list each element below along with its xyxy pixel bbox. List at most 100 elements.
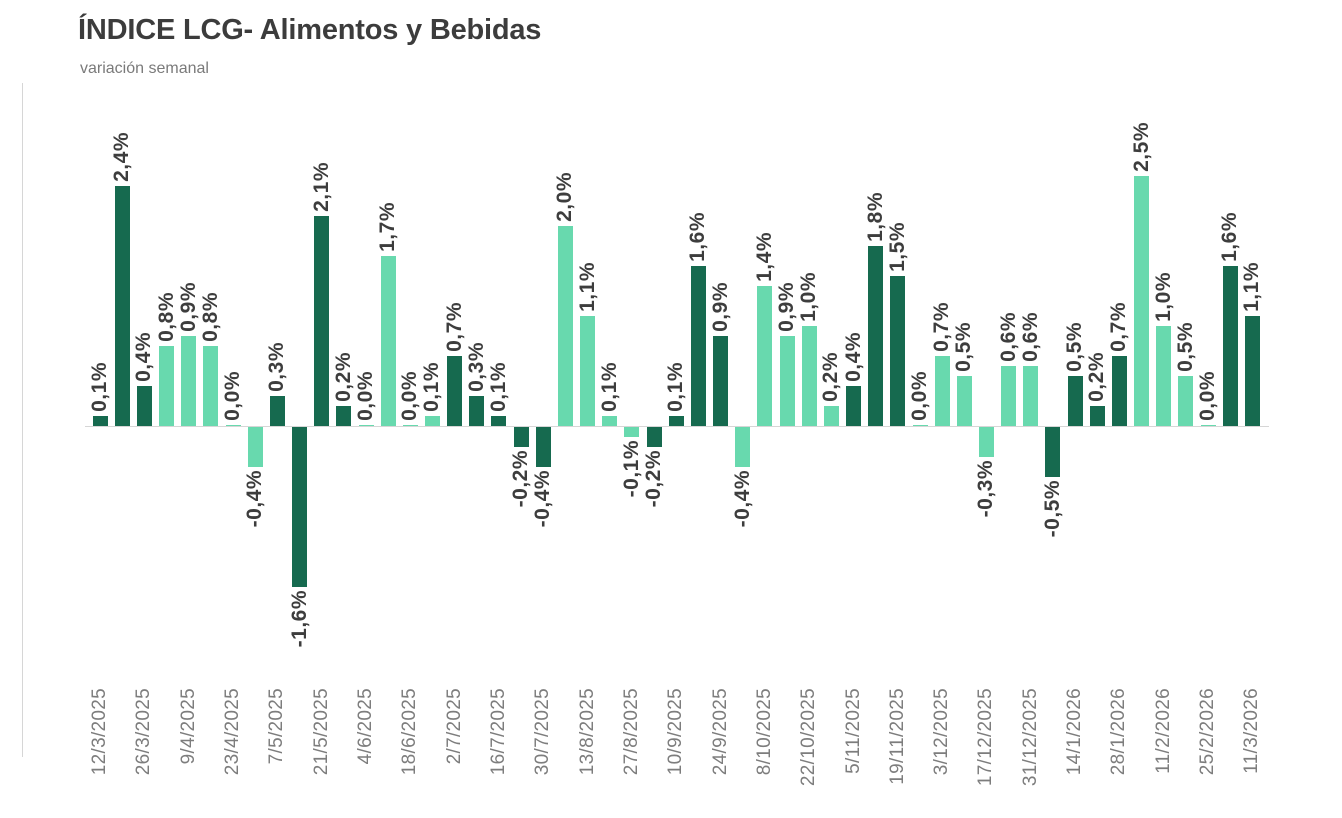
bar — [956, 376, 972, 426]
x-tick-label: 23/4/2025 — [222, 688, 244, 776]
bar — [1156, 326, 1172, 426]
bar-value-label: 0,5% — [1173, 322, 1197, 372]
bar-value-label: -0,3% — [974, 460, 998, 518]
bar-value-label: 2,5% — [1129, 122, 1153, 172]
bar — [203, 346, 219, 426]
bar — [1023, 366, 1039, 426]
bar — [1200, 425, 1216, 426]
bar-value-label: 0,0% — [908, 371, 931, 421]
bar-value-label: 1,1% — [575, 262, 599, 312]
bar-value-label: 1,0% — [1151, 272, 1175, 322]
x-tick-label: 7/5/2025 — [266, 688, 288, 765]
bar — [491, 416, 507, 426]
bar — [757, 286, 773, 426]
bar — [1222, 266, 1238, 426]
bar-value-label: 0,1% — [486, 362, 510, 412]
bar-value-label: 1,4% — [752, 232, 776, 282]
bar-value-label: 0,9% — [708, 282, 732, 332]
bar — [314, 216, 330, 426]
x-tick-label: 4/6/2025 — [355, 688, 376, 765]
bar-value-label: 0,3% — [265, 342, 289, 392]
bar-value-label: 0,6% — [1018, 312, 1042, 362]
bar-value-label: 0,7% — [1107, 302, 1131, 352]
x-tick-label: 18/6/2025 — [399, 688, 421, 776]
chart-title: ÍNDICE LCG- Alimentos y Bebidas — [78, 14, 542, 46]
bar-value-label: -0,5% — [1040, 480, 1064, 538]
bar — [1111, 356, 1127, 426]
x-tick-label: 2/7/2025 — [443, 688, 465, 765]
bar-value-label: 0,0% — [1196, 371, 1220, 421]
x-tick-label: 28/1/2026 — [1108, 688, 1130, 776]
x-tick-label: 19/11/2025 — [886, 688, 908, 785]
bar — [912, 425, 928, 426]
bar-value-label: 0,0% — [398, 371, 422, 421]
bar — [535, 427, 551, 467]
bar-value-label: 0,9% — [176, 282, 200, 332]
bar-value-label: 1,7% — [376, 202, 400, 252]
x-tick-label: 9/4/2025 — [177, 688, 199, 765]
x-tick-label: 12/3/2025 — [89, 688, 111, 776]
bar-value-label: 0,8% — [198, 292, 222, 342]
bar — [1178, 376, 1194, 426]
bar — [114, 186, 130, 426]
x-tick-label: 26/3/2025 — [133, 688, 155, 776]
bar-value-label: 0,7% — [442, 302, 466, 352]
bar — [513, 427, 529, 447]
bar — [358, 425, 374, 426]
x-tick-label: 10/9/2025 — [665, 688, 687, 776]
x-tick-label: 25/2/2026 — [1197, 688, 1219, 776]
bar-value-label: 1,8% — [863, 192, 887, 242]
bar-value-label: -0,2% — [642, 450, 666, 508]
bar-value-label: 0,2% — [331, 352, 355, 402]
bar — [602, 416, 618, 426]
bar-value-label: 1,0% — [797, 272, 821, 322]
bar — [1001, 366, 1017, 426]
bar — [801, 326, 817, 426]
bar-value-label: 0,1% — [88, 362, 112, 412]
x-tick-label: 16/7/2025 — [487, 688, 509, 776]
bar — [978, 427, 994, 457]
bar-value-label: 0,5% — [952, 322, 976, 372]
chart-subtitle: variación semanal — [80, 60, 209, 77]
bar-value-label: 1,6% — [1218, 212, 1242, 262]
bar-value-label: -0,2% — [509, 450, 533, 508]
bar — [136, 386, 152, 426]
x-tick-label: 14/1/2026 — [1064, 688, 1086, 776]
bar — [779, 336, 795, 426]
bar — [159, 346, 175, 426]
bar-value-label: 0,2% — [1085, 352, 1109, 402]
bar — [424, 416, 440, 426]
x-tick-label: 22/10/2025 — [798, 688, 820, 787]
bar-value-label: 0,7% — [930, 302, 954, 352]
bar — [1045, 427, 1061, 477]
y-axis-line — [22, 83, 23, 757]
bar — [380, 256, 396, 426]
bar — [269, 396, 285, 426]
bar-value-label: 1,1% — [1240, 262, 1264, 312]
bar-value-label: 2,4% — [110, 132, 134, 182]
x-tick-label: 24/9/2025 — [709, 688, 731, 776]
bar — [934, 356, 950, 426]
bar — [890, 276, 906, 426]
bar — [225, 425, 241, 426]
x-axis-baseline — [85, 426, 1269, 427]
bar-value-label: 0,5% — [1063, 322, 1087, 372]
x-tick-label: 27/8/2025 — [620, 688, 642, 776]
bar — [1067, 376, 1083, 426]
bar-value-label: 1,6% — [686, 212, 710, 262]
bar-value-label: 1,5% — [885, 222, 909, 272]
bar — [668, 416, 684, 426]
bar-value-label: -0,1% — [619, 440, 643, 498]
bar-value-label: 0,1% — [420, 362, 444, 412]
bar — [447, 356, 463, 426]
x-tick-label: 30/7/2025 — [532, 688, 554, 776]
bar-value-label: 0,1% — [597, 362, 621, 412]
bar-value-label: 0,6% — [996, 312, 1020, 362]
x-tick-label: 11/2/2026 — [1152, 688, 1174, 774]
bar — [846, 386, 862, 426]
x-tick-label: 11/3/2026 — [1241, 688, 1263, 774]
bar-value-label: 2,0% — [553, 172, 577, 222]
x-tick-label: 8/10/2025 — [753, 688, 775, 776]
